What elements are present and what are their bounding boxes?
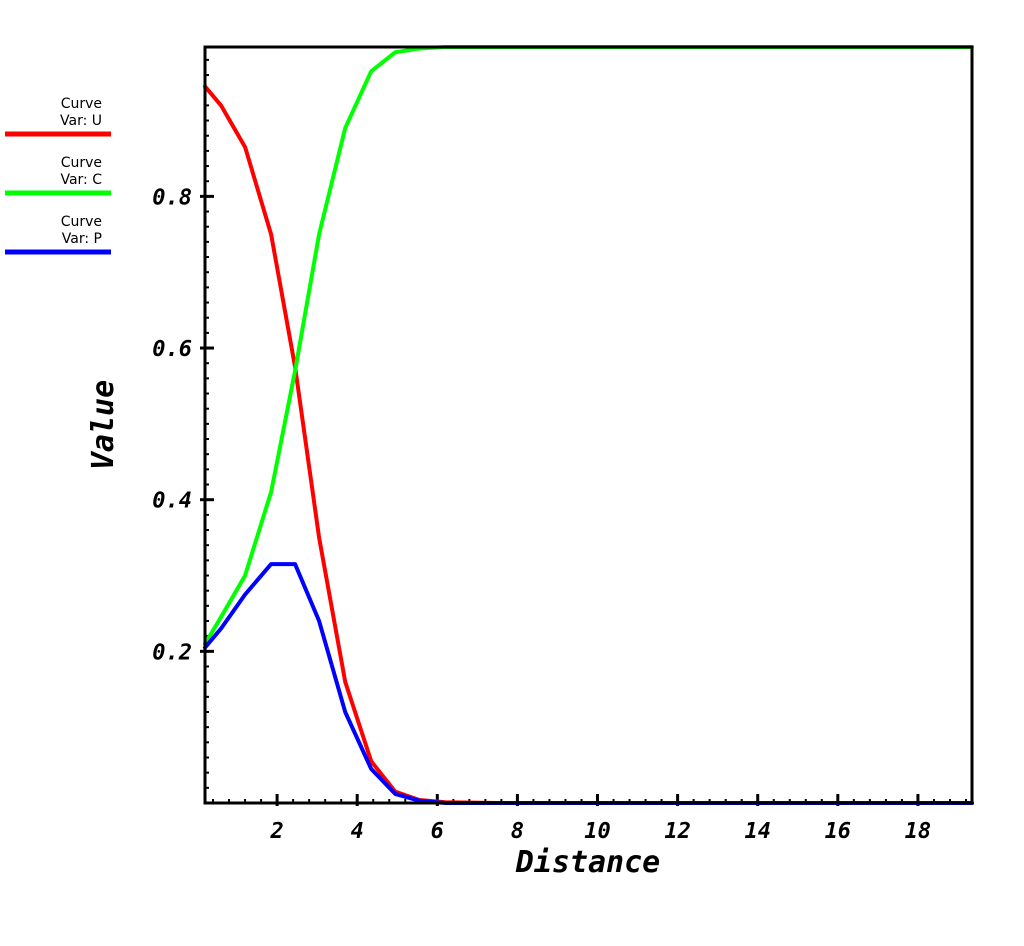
series-line-2 xyxy=(203,562,974,805)
major-ticks xyxy=(200,194,920,806)
legend-label: Var: U xyxy=(60,113,102,129)
x-tick-label: 4 xyxy=(351,819,364,844)
y-axis-title: Value xyxy=(86,380,121,470)
minor-ticks xyxy=(205,58,967,803)
x-tick-labels: 2 4 6 8 10 12 14 16 18 xyxy=(269,819,931,844)
y-tick-labels: 0.2 0.4 0.6 0.8 xyxy=(152,185,192,665)
series-line-1 xyxy=(203,45,974,646)
legend-label: Curve xyxy=(61,96,102,112)
x-tick-label: 10 xyxy=(584,819,611,844)
legend-label: Curve xyxy=(61,155,102,171)
y-tick-label: 0.2 xyxy=(152,640,192,665)
legend-label: Var: P xyxy=(62,231,102,247)
series-line-0 xyxy=(203,84,974,805)
y-tick-label: 0.8 xyxy=(152,185,192,210)
y-tick-label: 0.6 xyxy=(152,337,192,362)
x-tick-label: 12 xyxy=(664,819,691,844)
x-tick-label: 18 xyxy=(905,819,932,844)
legend-label: Var: C xyxy=(60,172,102,188)
legend-label: Curve xyxy=(61,214,102,230)
x-tick-label: 6 xyxy=(431,819,444,844)
x-tick-label: 16 xyxy=(825,819,852,844)
plot-frame xyxy=(203,45,974,805)
y-tick-label: 0.4 xyxy=(152,489,192,514)
x-axis-title: Distance xyxy=(515,845,661,880)
x-tick-label: 2 xyxy=(269,819,283,844)
series-lines xyxy=(203,45,974,805)
x-tick-label: 8 xyxy=(511,819,524,844)
x-tick-label: 14 xyxy=(744,819,771,844)
